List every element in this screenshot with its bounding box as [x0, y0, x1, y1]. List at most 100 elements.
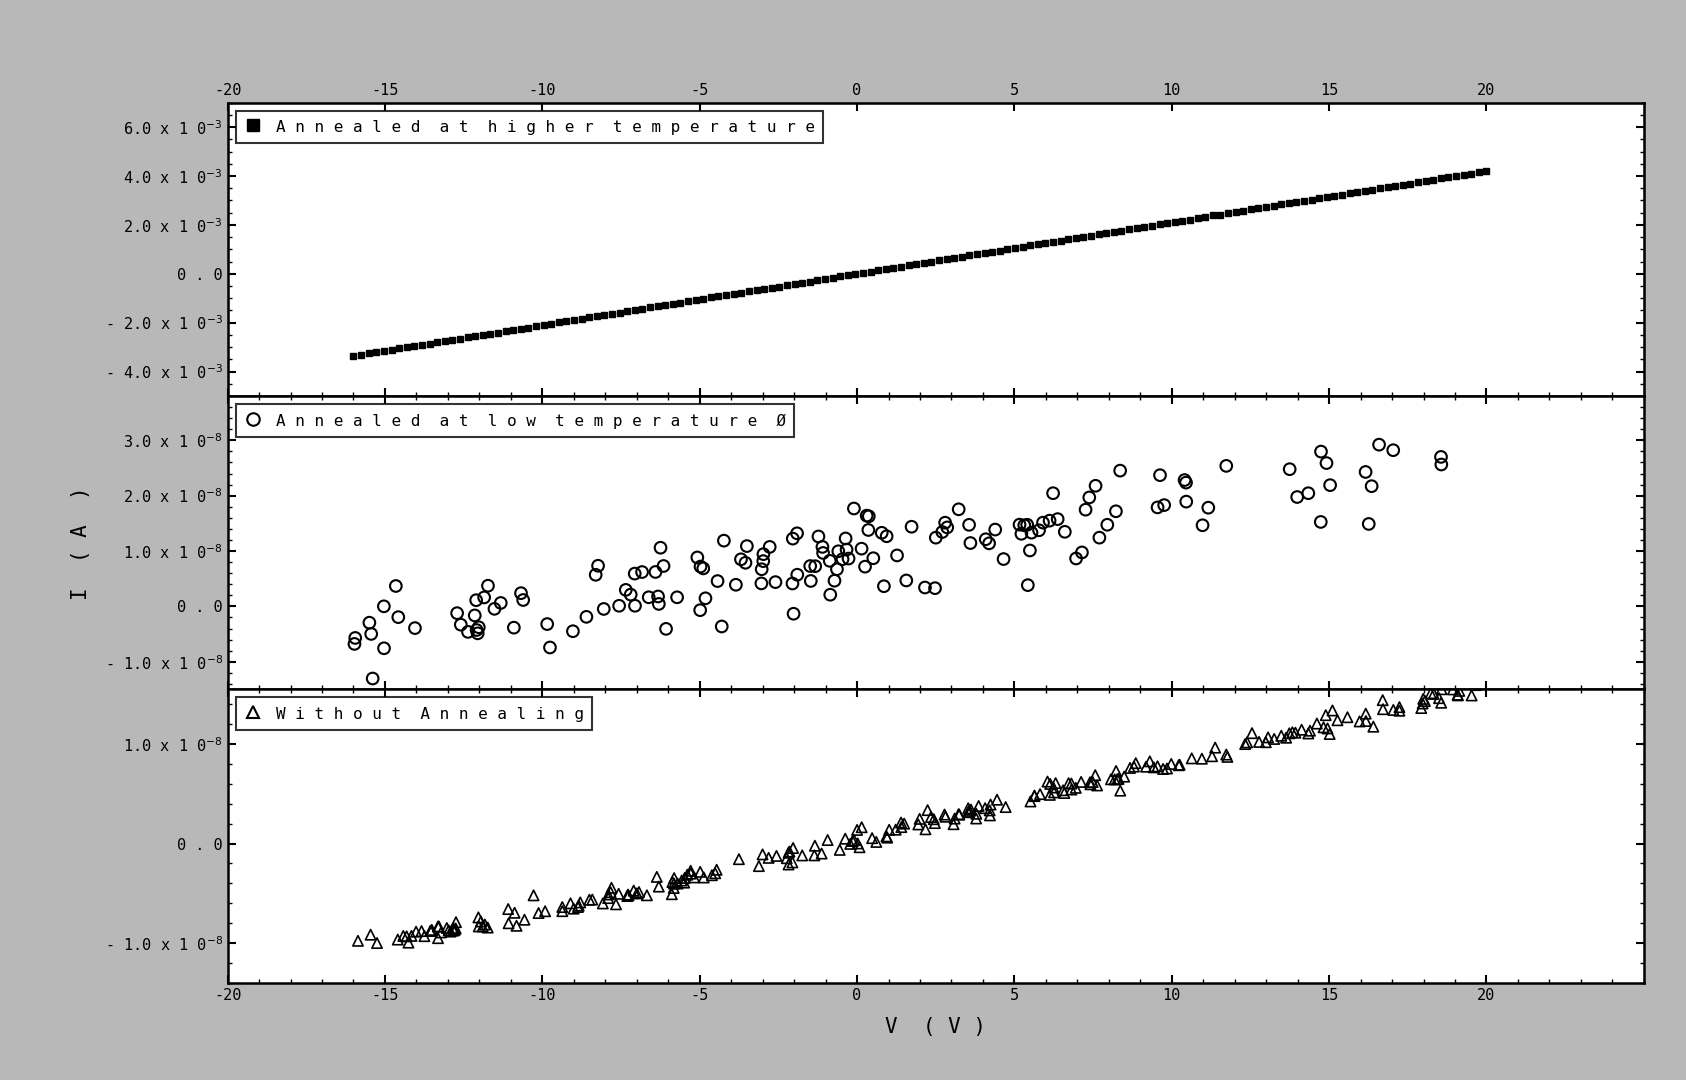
Point [612, 581, 639, 598]
Point [664, 589, 691, 606]
Point [873, 528, 900, 545]
Point [1246, 733, 1273, 751]
Point [1040, 779, 1067, 796]
Point [1082, 767, 1109, 784]
Point [873, 827, 900, 845]
Point [1022, 787, 1049, 805]
Point [1037, 775, 1064, 793]
Point [1369, 701, 1396, 718]
Point [1086, 529, 1113, 546]
Point [573, 608, 600, 625]
Point [1179, 750, 1205, 767]
Point [1040, 485, 1067, 502]
Point [808, 845, 835, 862]
Point [1379, 442, 1406, 459]
Point [1428, 680, 1455, 698]
Point [1055, 774, 1082, 792]
Point [1145, 758, 1172, 775]
Point [1386, 699, 1413, 716]
Point [590, 600, 617, 618]
Point [467, 913, 494, 930]
Point [1022, 787, 1049, 805]
Point [1379, 701, 1406, 718]
Point [629, 564, 656, 581]
Point [963, 810, 990, 827]
Point [1104, 770, 1131, 787]
Point [1094, 516, 1121, 534]
Point [566, 894, 593, 912]
Point [578, 891, 605, 908]
Point [1317, 476, 1344, 494]
Point [835, 550, 862, 567]
Point [560, 622, 587, 639]
Point [647, 539, 674, 556]
Point [846, 838, 873, 855]
Point [1312, 706, 1339, 724]
Point [644, 868, 671, 886]
Point [671, 874, 698, 891]
Point [1253, 733, 1280, 751]
Y-axis label: I  ( A  ): I ( A ) [71, 486, 91, 599]
Point [582, 566, 609, 583]
Point [1359, 477, 1386, 495]
Point [831, 831, 858, 848]
Point [1303, 715, 1330, 732]
Point [1280, 724, 1307, 741]
Point [934, 518, 961, 536]
Point [921, 814, 948, 832]
Point [958, 535, 985, 552]
Point [917, 809, 944, 826]
Point [642, 564, 669, 581]
Point [685, 549, 711, 566]
Point [341, 635, 368, 652]
Point [801, 837, 828, 854]
Point [1426, 689, 1453, 706]
Point [408, 922, 435, 940]
Point [912, 579, 939, 596]
Point [1052, 523, 1079, 540]
Point [1123, 755, 1150, 772]
Point [462, 607, 489, 624]
Point [470, 589, 497, 606]
Point [703, 861, 730, 878]
Point [836, 835, 863, 852]
Point [821, 572, 848, 590]
Point [1017, 793, 1044, 810]
Point [416, 922, 443, 940]
Point [801, 847, 828, 864]
Point [705, 572, 732, 590]
Point [1077, 775, 1104, 793]
Point [755, 849, 782, 866]
Point [602, 895, 629, 913]
Point [784, 566, 811, 583]
Point [501, 904, 528, 921]
Point [344, 932, 371, 949]
Point [983, 791, 1010, 808]
Point [401, 620, 428, 637]
Point [1106, 782, 1133, 799]
Point [1428, 448, 1455, 465]
Point [1276, 725, 1303, 742]
Point [1027, 785, 1054, 802]
Point [698, 866, 725, 883]
Point [1116, 759, 1143, 777]
Point [1040, 784, 1067, 801]
Point [922, 580, 949, 597]
Point [686, 602, 713, 619]
Point [1098, 771, 1125, 788]
Point [443, 605, 470, 622]
Point [383, 578, 410, 595]
Point [464, 624, 491, 642]
Legend: A n n e a l e d  a t  l o w  t e m p e r a t u r e  Ø: A n n e a l e d a t l o w t e m p e r a … [236, 404, 794, 436]
Point [1076, 489, 1103, 507]
Point [690, 868, 717, 886]
Point [816, 552, 843, 569]
Point [1356, 515, 1383, 532]
Point [624, 885, 651, 902]
Point [1460, 673, 1487, 690]
Point [882, 821, 909, 838]
Point [1103, 762, 1130, 780]
Point [671, 869, 698, 887]
Point [668, 872, 695, 889]
Point [1072, 501, 1099, 518]
